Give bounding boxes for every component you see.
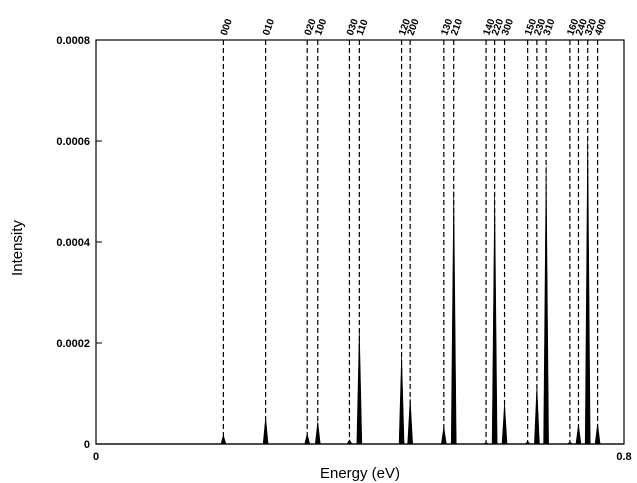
spectrum-peak-120 bbox=[398, 355, 405, 445]
reference-lines bbox=[222, 40, 599, 444]
spectrum-peak-030 bbox=[346, 439, 353, 445]
spectrum-peak-240 bbox=[575, 424, 582, 445]
spectrum-peak-110 bbox=[356, 330, 363, 445]
spectrum-peak-130 bbox=[440, 426, 447, 445]
spectrum-peak-210 bbox=[450, 191, 457, 445]
peak-label-000: 000 bbox=[219, 17, 235, 37]
x-axis-label: Energy (eV) bbox=[320, 465, 400, 482]
y-tick-label: 0.0006 bbox=[56, 136, 90, 148]
spectrum-peak-230 bbox=[534, 385, 540, 445]
spectrum-peak-400 bbox=[594, 423, 601, 445]
y-tick-label: 0.0002 bbox=[56, 338, 90, 350]
spectrum bbox=[96, 135, 624, 445]
peak-label-110: 110 bbox=[355, 18, 371, 37]
x-axis-ticks: 0 0.8 bbox=[93, 438, 632, 463]
x-tick-label: 0 bbox=[93, 451, 99, 463]
spectrum-peak-310 bbox=[543, 166, 549, 445]
spectrum-peak-300 bbox=[501, 403, 508, 445]
y-tick-label: 0.0008 bbox=[56, 35, 90, 47]
spectrum-peak-200 bbox=[407, 398, 413, 445]
y-axis-ticks: 0 0.0002 0.0004 0.0006 0.0008 bbox=[56, 35, 102, 451]
spectrum-peak-020 bbox=[304, 433, 311, 445]
spectrum-peak-100 bbox=[314, 421, 321, 445]
spectrum-peak-220 bbox=[491, 195, 498, 445]
spectrum-peak-000 bbox=[220, 434, 227, 445]
y-tick-label: 0 bbox=[84, 439, 90, 451]
peak-label-100: 100 bbox=[313, 17, 329, 37]
y-tick-label: 0.0004 bbox=[56, 237, 91, 249]
y-axis-label: Intensity bbox=[9, 220, 26, 276]
peak-label-010: 010 bbox=[261, 17, 277, 37]
x-tick-label: 0.8 bbox=[616, 451, 631, 463]
spectrum-peak-320 bbox=[584, 135, 591, 445]
spectrum-peak-010 bbox=[262, 417, 269, 445]
